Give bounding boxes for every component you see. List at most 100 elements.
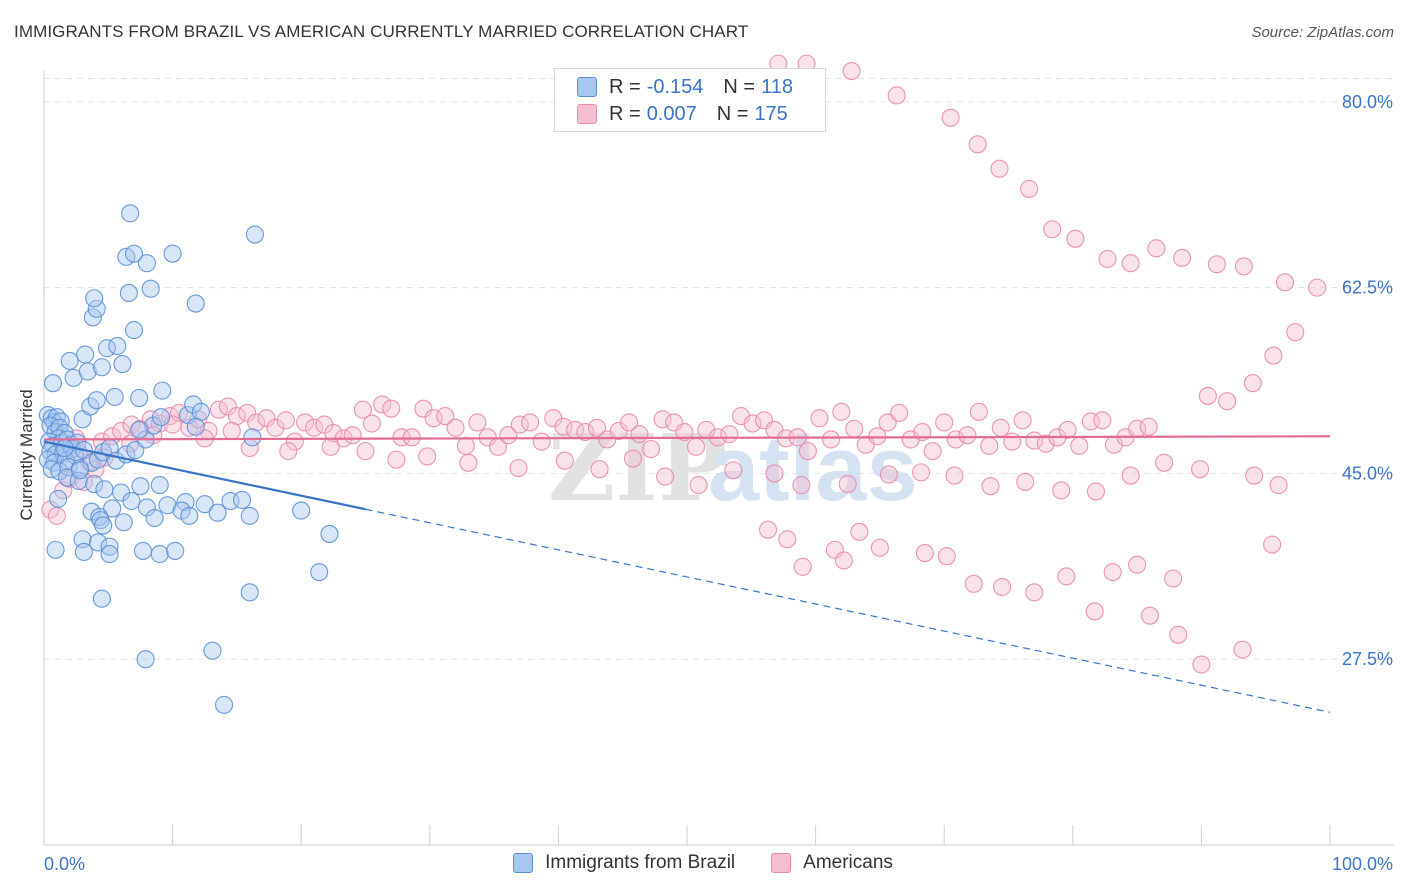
americans-point — [373, 395, 392, 414]
americans-point — [436, 407, 455, 426]
brazil-trend-dashed — [365, 508, 1331, 713]
americans-point — [1058, 420, 1077, 439]
americans-point — [1016, 472, 1035, 491]
legend-swatch-blue — [577, 77, 597, 97]
brazil-point — [92, 358, 111, 377]
americans-point — [935, 413, 954, 432]
brazil-point — [240, 583, 259, 602]
y-tick-label: 45.0% — [1342, 463, 1393, 483]
brazil-point — [70, 461, 90, 480]
americans-point — [590, 460, 609, 479]
americans-point — [675, 422, 694, 442]
brazil-point — [94, 516, 113, 535]
americans-point — [285, 432, 304, 451]
watermark-zip: ZIP — [548, 414, 727, 522]
americans-point — [1093, 411, 1112, 430]
brazil-point — [320, 524, 339, 543]
legend-item-americans: Americans — [771, 852, 893, 874]
americans-point — [150, 414, 169, 433]
brazil-point — [114, 513, 133, 532]
americans-point — [238, 403, 257, 422]
americans-point — [845, 419, 864, 438]
brazil-point — [195, 495, 214, 514]
americans-point — [656, 467, 675, 486]
americans-point — [980, 436, 999, 455]
americans-point — [521, 413, 540, 432]
americans-point — [641, 439, 661, 459]
brazil-point — [119, 283, 138, 302]
americans-point — [247, 413, 266, 432]
americans-point — [1013, 411, 1032, 430]
americans-point — [169, 403, 189, 422]
legend-item-brazil: Immigrants from Brazil — [513, 852, 735, 874]
americans-point — [623, 449, 643, 468]
brazil-point — [208, 503, 227, 522]
americans-point — [689, 476, 708, 495]
brazil-point — [87, 299, 106, 318]
americans-point — [1020, 179, 1039, 198]
americans-point — [792, 476, 811, 495]
stats-legend: R = -0.154 N = 118 R = 0.007 N = 175 — [554, 68, 826, 132]
americans-point — [798, 442, 817, 461]
brazil-point — [43, 374, 63, 393]
brazil-point — [130, 420, 149, 439]
americans-point — [1245, 466, 1264, 485]
americans-point — [1191, 460, 1210, 479]
brazil-points — [38, 204, 339, 714]
americans-point — [1121, 466, 1140, 485]
brazil-point — [100, 545, 119, 564]
americans-point — [743, 414, 762, 433]
series-legend: Immigrants from Brazil Americans — [0, 852, 1406, 874]
brazil-point — [184, 395, 203, 414]
legend-r-value: -0.154 — [646, 75, 704, 98]
brazil-point — [103, 499, 122, 518]
americans-point — [838, 474, 857, 494]
americans-point — [1264, 346, 1283, 365]
americans-point — [850, 522, 869, 541]
americans-point — [1043, 220, 1062, 239]
brazil-point — [130, 388, 149, 408]
americans-point — [1207, 255, 1226, 274]
americans-point — [509, 459, 528, 478]
brazil-point — [60, 351, 79, 370]
americans-point — [257, 409, 276, 428]
americans-point — [305, 418, 324, 437]
brazil-trend-solid — [43, 440, 366, 511]
brazil-point — [92, 589, 111, 608]
americans-point — [218, 397, 237, 416]
americans-point — [1070, 436, 1089, 455]
americans-point — [778, 530, 797, 549]
x-tick-label: 0.0% — [44, 854, 85, 874]
brazil-point — [85, 289, 104, 308]
americans-point — [418, 447, 437, 466]
americans-point — [915, 543, 934, 563]
americans-point — [941, 108, 960, 127]
americans-point — [832, 402, 851, 421]
americans-point — [993, 577, 1012, 597]
americans-point — [990, 159, 1009, 178]
americans-point — [720, 425, 739, 444]
americans-point — [765, 464, 784, 483]
americans-point — [387, 450, 406, 469]
brazil-point — [85, 474, 104, 494]
americans-point — [266, 418, 285, 437]
legend-n-value: 118 — [761, 75, 793, 98]
brazil-point — [150, 545, 169, 564]
legend-n-label: N = — [723, 75, 756, 98]
brazil-point — [180, 506, 199, 525]
americans-point — [1243, 374, 1262, 393]
brazil-point — [145, 508, 164, 528]
americans-point — [1233, 640, 1252, 659]
americans-point — [456, 436, 475, 455]
americans-trend — [43, 435, 1331, 441]
americans-point — [468, 413, 487, 432]
brazil-point — [153, 381, 172, 400]
grid-lines — [44, 77, 1394, 660]
americans-point — [402, 428, 421, 447]
americans-point — [630, 425, 649, 444]
brazil-point — [214, 695, 234, 714]
americans-point — [870, 538, 889, 557]
americans-point — [103, 427, 122, 446]
legend-r-label: R = — [609, 75, 641, 98]
americans-point — [1218, 392, 1237, 411]
